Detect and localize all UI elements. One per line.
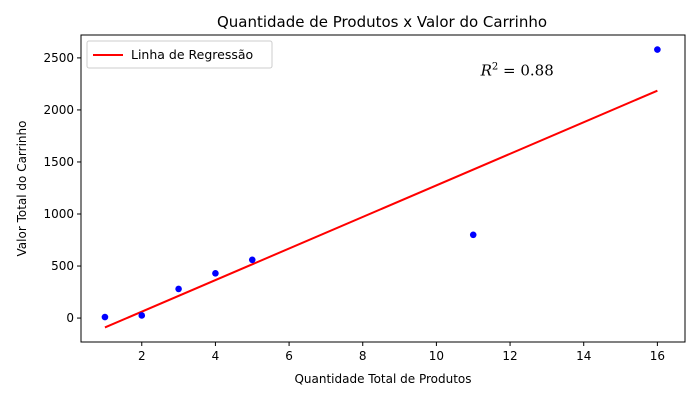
legend: Linha de Regressão (86, 40, 273, 69)
r-squared-value: = 0.88 (498, 62, 554, 80)
x-tick-label: 4 (212, 349, 220, 363)
chart-title: Quantidade de Produtos x Valor do Carrin… (217, 13, 547, 31)
y-tick-label: 1000 (43, 207, 74, 221)
x-axis-label: Quantidade Total de Produtos (294, 372, 471, 386)
y-tick-label: 1500 (43, 155, 74, 169)
y-tick-label: 0 (66, 311, 74, 325)
plot-frame (80, 34, 686, 343)
data-point-3 (212, 270, 219, 277)
r-squared-exponent: 2 (492, 62, 498, 73)
x-tick-label: 14 (576, 349, 591, 363)
x-tick-label: 16 (650, 349, 665, 363)
legend-box (86, 40, 273, 69)
data-point-5 (469, 231, 477, 239)
y-axis-label: Valor Total do Carrinho (15, 121, 29, 257)
x-tick-label: 12 (502, 349, 517, 363)
y-tick-label: 500 (51, 259, 74, 273)
regression-line (104, 89, 658, 329)
x-tick-label: 8 (359, 349, 367, 363)
data-point-1 (138, 312, 146, 319)
data-point-0 (101, 313, 109, 321)
data-point-2 (175, 285, 182, 293)
x-tick-label: 2 (138, 349, 146, 363)
data-point-6 (654, 46, 661, 53)
y-tick-label: 2500 (43, 51, 74, 65)
x-tick-label: 6 (285, 349, 293, 363)
data-point-4 (248, 256, 256, 264)
r-squared-base: R (480, 62, 492, 80)
y-tick-label: 2000 (43, 103, 74, 117)
x-tick-label: 10 (429, 349, 444, 363)
r-squared-annotation: R2 = 0.88 (480, 62, 554, 80)
legend-label-regression: Linha de Regressão (131, 47, 253, 62)
